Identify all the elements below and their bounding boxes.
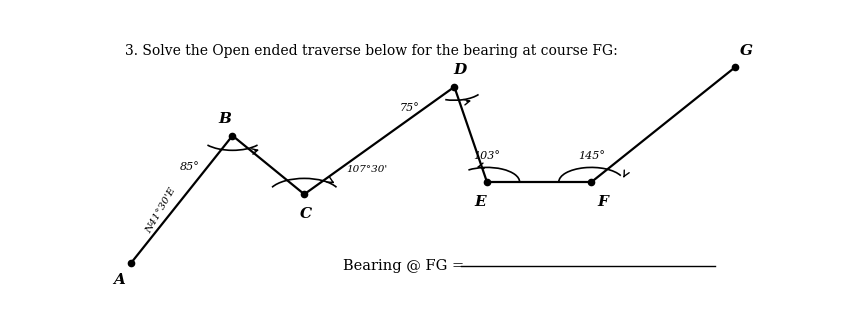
Text: 107°30': 107°30': [347, 165, 388, 174]
Text: 85°: 85°: [180, 162, 200, 172]
Text: A: A: [114, 273, 125, 287]
Text: Bearing @ FG =: Bearing @ FG =: [344, 259, 469, 273]
Text: D: D: [453, 63, 466, 77]
Text: N41°30'E: N41°30'E: [144, 186, 178, 235]
Text: 3. Solve the Open ended traverse below for the bearing at course FG:: 3. Solve the Open ended traverse below f…: [125, 44, 617, 58]
Text: F: F: [598, 195, 609, 209]
Text: 103°: 103°: [473, 152, 500, 161]
Text: E: E: [475, 195, 487, 209]
Text: 75°: 75°: [400, 103, 420, 113]
Text: 145°: 145°: [578, 152, 605, 161]
Text: G: G: [740, 44, 754, 58]
Text: B: B: [218, 112, 231, 126]
Text: C: C: [300, 207, 312, 221]
